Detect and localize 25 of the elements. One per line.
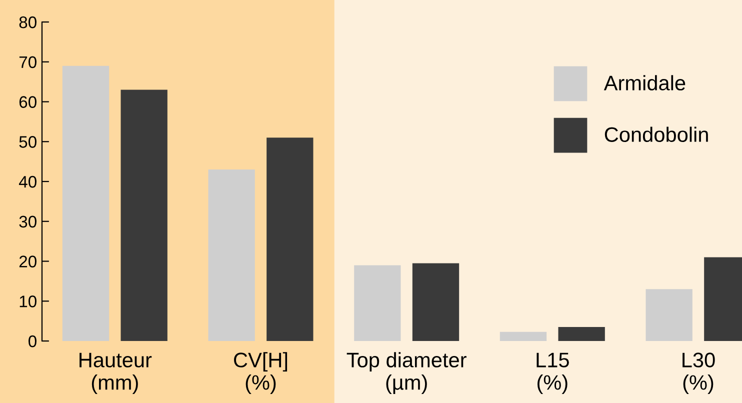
bar xyxy=(500,332,547,341)
y-tick-label: 50 xyxy=(19,136,36,148)
x-tick-label: L30 (%) xyxy=(682,352,715,394)
y-tick-label: 30 xyxy=(19,216,36,228)
bar xyxy=(120,90,168,341)
legend-label: Armidale xyxy=(604,75,686,90)
bar xyxy=(558,327,605,341)
y-tick-label: 20 xyxy=(19,256,36,268)
bar xyxy=(266,138,314,341)
x-tick-label: CV[H] (%) xyxy=(234,352,288,394)
y-tick-label: 70 xyxy=(19,56,36,68)
bar xyxy=(646,289,692,341)
y-tick-label: 80 xyxy=(19,16,36,28)
x-tick-label: Hauteur (mm) xyxy=(80,352,152,394)
x-tick-label: Top diameter (µm) xyxy=(346,352,466,394)
y-tick-label: 10 xyxy=(20,296,36,308)
bar xyxy=(62,66,110,341)
legend-label: Condobolin xyxy=(604,126,708,142)
y-tick-label: 0 xyxy=(28,335,36,348)
bar xyxy=(412,263,460,341)
bar xyxy=(354,265,401,341)
x-tick-label: L15 (%) xyxy=(536,352,569,394)
y-tick-label: 60 xyxy=(19,96,36,108)
y-tick-label: 40 xyxy=(18,176,36,188)
bar xyxy=(208,170,255,341)
